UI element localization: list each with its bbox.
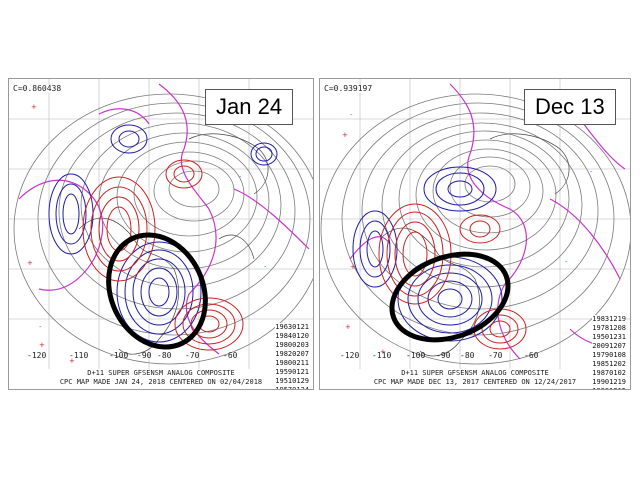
lon-label: -110 xyxy=(372,351,392,360)
footer-line: D+11 SUPER GFSENSM ANALOG COMPOSITE xyxy=(401,369,549,377)
svg-text:+: + xyxy=(69,357,75,365)
longitude-labels: -120 -110 -100 -90 -80 -70 -60 xyxy=(9,351,313,361)
negative-markers: - - - xyxy=(39,173,267,331)
svg-text:+: + xyxy=(345,323,351,331)
analog-year: 19501231 xyxy=(592,333,626,342)
analog-year: 20091207 xyxy=(592,342,626,351)
analog-years-list: 19630121 19840120 19800203 19820207 1980… xyxy=(275,323,309,389)
lon-label: -80 xyxy=(157,351,172,360)
analog-year: 19800203 xyxy=(275,341,309,350)
zero-anomaly-lines xyxy=(18,83,310,355)
svg-text:+: + xyxy=(27,259,33,267)
height-anomaly-map: + + + + - - - xyxy=(9,79,313,369)
correlation-label: C=0.860438 xyxy=(13,84,62,93)
lon-label: -120 xyxy=(27,351,47,360)
positive-markers: + + + + xyxy=(27,103,75,365)
analog-year: 19630121 xyxy=(275,323,309,332)
height-anomaly-map: + + + + - - - xyxy=(320,79,630,369)
analog-year: 19590121 xyxy=(275,368,309,377)
lon-label: -70 xyxy=(185,351,200,360)
svg-text:-: - xyxy=(590,168,593,176)
svg-text:-: - xyxy=(264,263,267,271)
footer-line: D+11 SUPER GFSENSM ANALOG COMPOSITE xyxy=(87,369,235,377)
height-contours xyxy=(320,93,630,365)
date-label-box: Jan 24 xyxy=(205,89,294,125)
grid-lines xyxy=(9,79,313,369)
correlation-label: C=0.939197 xyxy=(324,84,373,93)
svg-text:+: + xyxy=(31,103,37,111)
longitude-labels: -120 -110 -100 -90 -80 -70 -60 xyxy=(320,351,630,361)
lon-label: -80 xyxy=(460,351,475,360)
svg-text:-: - xyxy=(39,323,42,331)
lon-label: -100 xyxy=(406,351,426,360)
analog-year: 19981215 xyxy=(592,387,626,389)
height-contours xyxy=(13,93,313,365)
lon-label: -90 xyxy=(137,351,152,360)
svg-text:+: + xyxy=(39,341,45,349)
negative-markers: - - - xyxy=(350,111,593,266)
analog-year: 19870102 xyxy=(592,369,626,378)
highlight-circle xyxy=(389,251,511,343)
svg-text:-: - xyxy=(565,258,568,266)
map-footer: D+11 SUPER GFSENSM ANALOG COMPOSITE CPC … xyxy=(320,369,630,387)
map-panel-jan24: + + + + - - - C=0.860438 Jan 24 19630121 1984… xyxy=(8,78,314,390)
analog-year: 19510129 xyxy=(275,377,309,386)
positive-markers: + + + + xyxy=(342,131,386,356)
footer-line: CPC MAP MADE JAN 24, 2018 CENTERED ON 02… xyxy=(59,378,263,386)
lon-label: -60 xyxy=(223,351,238,360)
svg-text:+: + xyxy=(380,348,386,356)
lon-label: -70 xyxy=(488,351,503,360)
lon-label: -60 xyxy=(524,351,539,360)
svg-text:-: - xyxy=(239,173,242,181)
svg-text:+: + xyxy=(350,263,356,271)
ridge-contours xyxy=(82,159,244,351)
lon-label: -100 xyxy=(109,351,129,360)
lon-label: -110 xyxy=(69,351,89,360)
map-panel-dec13: + + + + - - - C=0.939197 Dec 13 19831219 1978… xyxy=(319,78,631,390)
highlight-circle xyxy=(106,232,208,350)
map-footer: D+11 SUPER GFSENSM ANALOG COMPOSITE CPC … xyxy=(9,369,313,387)
analog-year: 19820207 xyxy=(275,350,309,359)
lon-label: -120 xyxy=(340,351,360,360)
analog-year: 19901219 xyxy=(592,378,626,387)
analog-year: 19831219 xyxy=(592,315,626,324)
analog-year: 19851202 xyxy=(592,360,626,369)
trough-contours xyxy=(48,124,278,343)
lon-label: -90 xyxy=(436,351,451,360)
analog-year: 19570124 xyxy=(275,386,309,389)
svg-text:-: - xyxy=(350,111,353,119)
analog-year: 19800211 xyxy=(275,359,309,368)
analog-years-list: 19831219 19781208 19501231 20091207 1979… xyxy=(592,315,626,389)
date-label-box: Dec 13 xyxy=(524,89,616,125)
analog-year: 19790108 xyxy=(592,351,626,360)
analog-year: 19840120 xyxy=(275,332,309,341)
svg-text:+: + xyxy=(342,131,348,139)
analog-year: 19781208 xyxy=(592,324,626,333)
coastlines xyxy=(379,133,570,357)
footer-line: CPC MAP MADE DEC 13, 2017 CENTERED ON 12… xyxy=(373,378,577,386)
